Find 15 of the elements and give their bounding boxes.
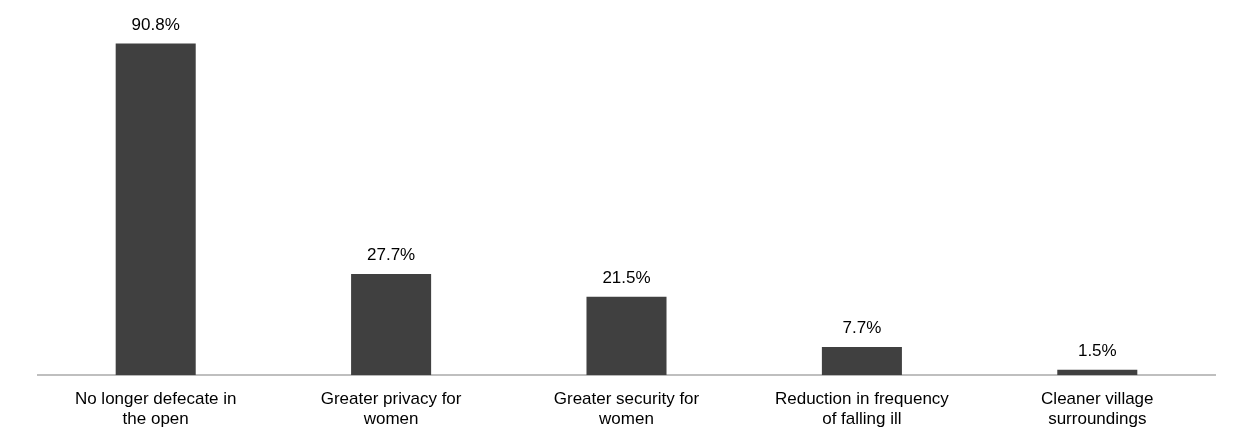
- data-label: 7.7%: [842, 318, 882, 338]
- x-tick-label: No longer defecate in the open: [74, 389, 237, 429]
- x-tick-label: Reduction in frequency of falling ill: [774, 389, 950, 429]
- bar: [115, 43, 196, 376]
- data-label: 1.5%: [1077, 340, 1117, 360]
- bar: [351, 274, 432, 376]
- x-tick-label: Greater security for women: [553, 389, 700, 429]
- bar: [586, 296, 667, 376]
- bar: [821, 347, 902, 376]
- x-tick-label: Greater privacy for women: [320, 389, 462, 429]
- bar: [1057, 369, 1138, 376]
- data-label: 90.8%: [131, 14, 180, 34]
- data-label: 21.5%: [602, 267, 651, 287]
- data-label: 27.7%: [367, 245, 416, 265]
- x-tick-label: Cleaner village surroundings: [1041, 389, 1154, 429]
